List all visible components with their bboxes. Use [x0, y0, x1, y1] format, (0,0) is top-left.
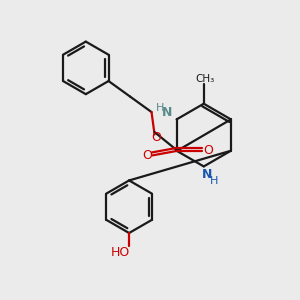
Text: N: N — [202, 168, 212, 181]
Text: H: H — [210, 176, 218, 186]
Text: O: O — [203, 144, 213, 157]
Text: HO: HO — [110, 246, 130, 259]
Text: N: N — [162, 106, 172, 119]
Text: H: H — [156, 103, 164, 113]
Text: O: O — [142, 149, 152, 162]
Text: CH₃: CH₃ — [196, 74, 215, 84]
Text: O: O — [151, 131, 161, 144]
